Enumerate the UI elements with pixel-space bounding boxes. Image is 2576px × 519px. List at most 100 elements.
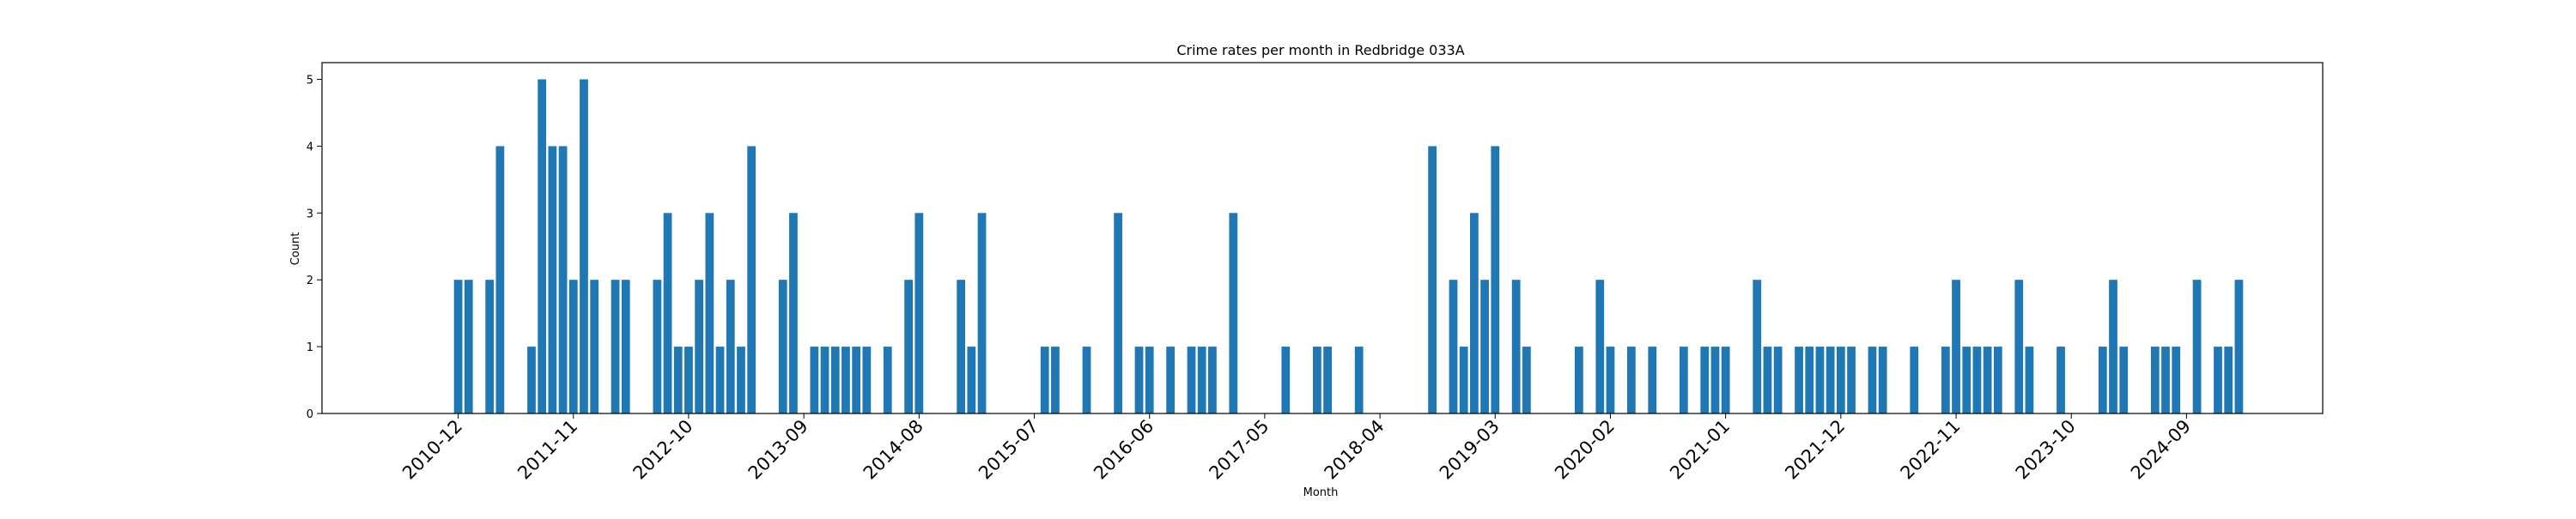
x-tick-label: 2014-08 — [860, 416, 927, 484]
bar — [737, 347, 745, 413]
bar — [778, 280, 787, 413]
bar — [914, 213, 924, 413]
bar — [1993, 347, 2002, 413]
bar — [2109, 280, 2117, 413]
bar — [1972, 347, 1982, 413]
bar — [1511, 280, 1521, 413]
bar — [2014, 280, 2024, 413]
bar — [862, 347, 872, 413]
y-tick-label: 0 — [307, 408, 313, 421]
x-tick-label: 2021-12 — [1781, 416, 1849, 484]
bar — [2214, 347, 2222, 413]
bar — [977, 213, 987, 413]
bar — [2057, 347, 2065, 413]
bar — [1815, 347, 1825, 413]
bar — [2161, 347, 2170, 413]
bar — [548, 146, 557, 413]
bar — [663, 213, 672, 413]
x-tick-label: 2023-10 — [2012, 416, 2080, 484]
x-axis-label: Month — [1303, 486, 1339, 499]
bar — [1795, 347, 1803, 413]
bar — [527, 347, 536, 413]
bar — [590, 280, 599, 413]
bar — [1679, 347, 1688, 413]
bar — [2150, 347, 2160, 413]
bar — [621, 280, 630, 413]
y-tick-label: 5 — [307, 74, 313, 87]
bar — [653, 280, 662, 413]
bar — [810, 347, 819, 413]
bar — [1082, 347, 1091, 413]
bar — [1700, 347, 1710, 413]
bar — [1166, 347, 1175, 413]
bar — [1868, 347, 1877, 413]
y-tick-label: 4 — [307, 141, 313, 154]
bar — [967, 347, 976, 413]
bar — [1229, 213, 1238, 413]
bar — [1281, 347, 1291, 413]
bar — [1595, 280, 1605, 413]
plot-frame — [321, 62, 2324, 414]
bar — [1962, 347, 1971, 413]
bar — [957, 280, 966, 413]
bar — [1040, 347, 1049, 413]
bar — [1721, 347, 1730, 413]
bar — [1313, 347, 1321, 413]
bar — [580, 79, 588, 413]
bar — [904, 280, 914, 413]
bar — [852, 347, 861, 413]
bar — [673, 347, 683, 413]
bar — [1626, 347, 1636, 413]
bar — [1114, 213, 1122, 413]
bar — [695, 280, 704, 413]
bar — [2234, 280, 2244, 413]
bar — [883, 347, 892, 413]
bar — [841, 347, 850, 413]
bar — [1354, 347, 1364, 413]
bar — [568, 280, 578, 413]
bar — [1941, 347, 1950, 413]
x-tick-label: 2012-10 — [629, 416, 697, 484]
bar — [1606, 347, 1615, 413]
bar — [684, 347, 693, 413]
bar — [1522, 347, 1531, 413]
bar — [1836, 347, 1845, 413]
y-tick-label: 1 — [307, 341, 313, 354]
x-tick-label: 2011-11 — [513, 416, 581, 484]
x-tick-label: 2019-03 — [1436, 416, 1504, 484]
bar — [1826, 347, 1835, 413]
y-tick-label: 3 — [307, 208, 313, 220]
bar — [1763, 347, 1772, 413]
x-tick-label: 2017-05 — [1205, 416, 1273, 484]
bar — [1805, 347, 1814, 413]
bar — [558, 146, 568, 413]
bar — [1197, 347, 1206, 413]
x-tick-label: 2022-11 — [1897, 416, 1965, 484]
bar — [485, 280, 495, 413]
bar — [1753, 280, 1762, 413]
bar — [2098, 347, 2107, 413]
bar — [1051, 347, 1060, 413]
x-tick-label: 2010-12 — [398, 416, 466, 484]
bar — [2025, 347, 2034, 413]
chart-title: Crime rates per month in Redbridge 033A — [1176, 42, 1464, 58]
bar — [1773, 347, 1783, 413]
bar — [2192, 280, 2202, 413]
bar — [1847, 347, 1856, 413]
x-tick-label: 2013-09 — [744, 416, 812, 484]
bar — [705, 213, 714, 413]
bar — [820, 347, 829, 413]
bar — [1428, 146, 1437, 413]
bar — [453, 280, 463, 413]
bar — [1574, 347, 1583, 413]
bar — [2224, 347, 2233, 413]
bar — [1710, 347, 1720, 413]
x-axis: 2010-12 2011-11 2012-10 2013-09 2014-08 2015-… — [398, 413, 2195, 484]
bar — [2119, 347, 2129, 413]
bar — [1480, 280, 1489, 413]
bar — [495, 146, 505, 413]
bar — [611, 280, 620, 413]
bar — [1134, 347, 1144, 413]
